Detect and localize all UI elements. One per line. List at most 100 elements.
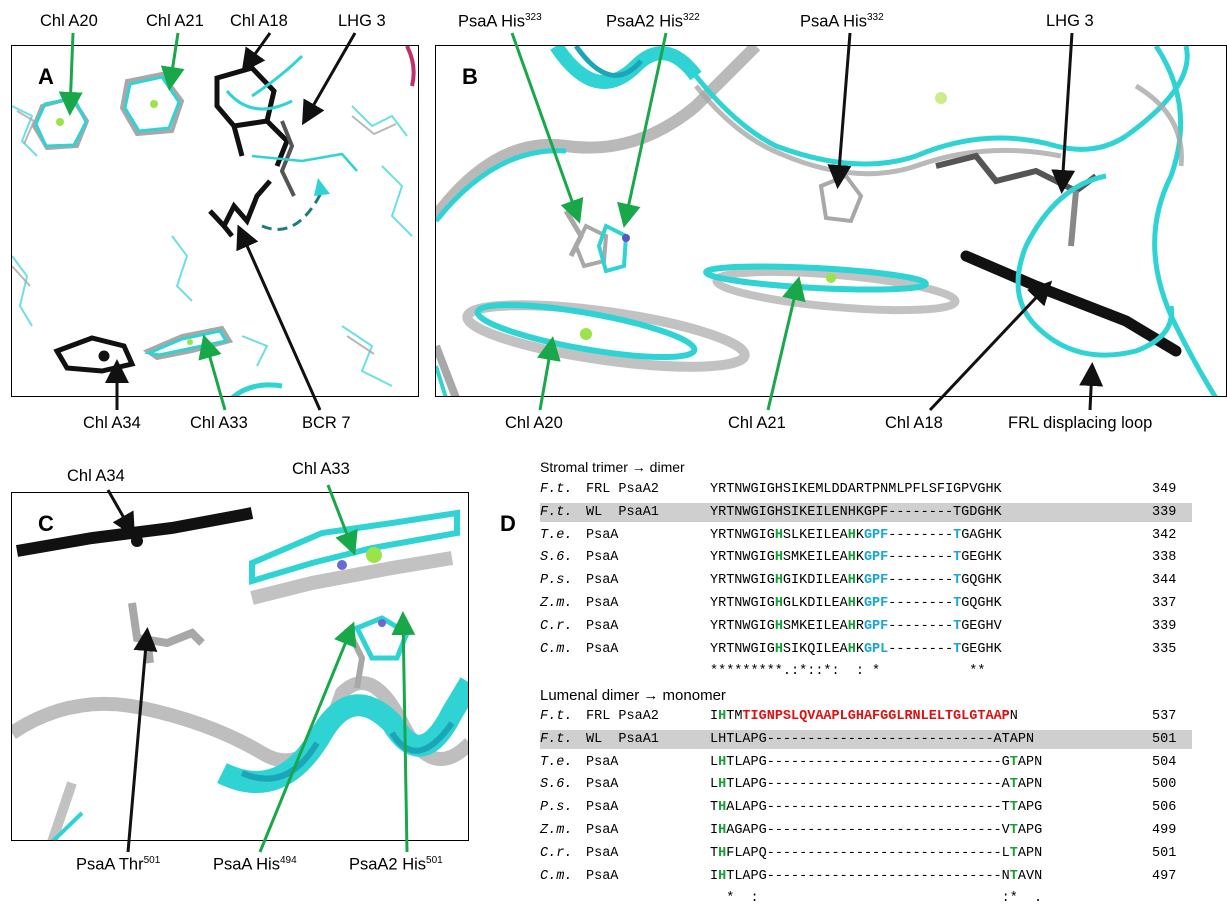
species-label: T.e. — [540, 754, 573, 770]
label-psaa-his323: PsaA His323 — [458, 12, 542, 31]
label-lhg3-b: LHG 3 — [1046, 12, 1094, 30]
label-bcr7: BCR 7 — [302, 414, 351, 432]
panel-a: A — [11, 45, 419, 397]
lumenal-title: Lumenal dimer → monomer — [540, 687, 726, 704]
stromal-row: Z.m. PsaA YRTNWGIGHGLKDILEAHKGPF--------TG… — [540, 594, 1192, 613]
panel-c: C — [11, 492, 469, 841]
chl-a20-model — [31, 95, 90, 151]
label-chl-a33-c: Chl A33 — [292, 460, 350, 478]
stromal-row: T.e. PsaA YRTNWGIGHSLKEILEAHKGPF--------TG… — [540, 526, 1192, 545]
lumenal-row: T.e. PsaA LHTLAPG-------------------------… — [540, 753, 1192, 772]
stromal-row: C.r. PsaA YRTNWGIGHSMKEILEAHRGPF--------TG… — [540, 617, 1192, 636]
species-label: S.6. — [540, 777, 573, 793]
species-label: P.s. — [540, 800, 573, 816]
label-chl-a21: Chl A21 — [146, 12, 204, 30]
protein-label: PsaA — [586, 527, 619, 543]
thr501-model — [128, 602, 205, 664]
residue-number: 500 — [1152, 777, 1177, 793]
protein-label: PsaA — [586, 550, 619, 566]
label-psaa-his494: PsaA His494 — [213, 855, 297, 874]
sequence: THALAPG-----------------------------TTAP… — [710, 800, 1043, 816]
residue-number: 339 — [1152, 504, 1177, 520]
label-chl-a34-c: Chl A34 — [67, 467, 125, 485]
protein-label: PsaA — [586, 823, 619, 838]
protein-label: WL PsaA1 — [586, 504, 659, 520]
sequence: YRTNWGIGHSLKEILEAHKGPF--------TGAGHK — [710, 527, 1002, 543]
panel-b: B — [435, 45, 1227, 397]
protein-label: PsaA — [586, 800, 619, 816]
panel-d-letter: D — [500, 511, 516, 536]
label-lhg3-a: LHG 3 — [338, 12, 386, 30]
protein-label: PsaA — [586, 641, 619, 657]
residue-number: 349 — [1152, 482, 1177, 497]
residue-number: 339 — [1152, 618, 1177, 634]
his332-model — [818, 173, 864, 224]
protein-label: PsaA — [586, 618, 619, 634]
label-frl-displacing-loop: FRL displacing loop — [1008, 414, 1153, 432]
residue-number: 537 — [1152, 709, 1177, 724]
sequence: IHTLAPG-----------------------------NTAV… — [710, 868, 1043, 884]
residue-number: 342 — [1152, 527, 1177, 543]
lumenal-row: F.t. FRL PsaA2 IHTMTIGNPSLQVAAPLGHAFGGLRNL… — [540, 707, 1192, 726]
lumenal-row: C.r. PsaA THFLAPQ-------------------------… — [540, 844, 1192, 863]
label-chl-a18: Chl A18 — [230, 12, 288, 30]
lumenal-consensus: * : :* . — [710, 891, 1043, 907]
chl-a21-model-b — [703, 263, 960, 315]
sequence: LHTLAPG-----------------------------GTAP… — [710, 754, 1043, 770]
lhg3-model — [251, 120, 358, 197]
label-chl-a21-b: Chl A21 — [728, 414, 786, 432]
species-label: T.e. — [540, 527, 573, 543]
bcr7-model — [208, 179, 272, 238]
panel-c-structure — [12, 507, 468, 840]
residue-number: 344 — [1152, 573, 1177, 589]
stromal-title: Stromal trimer → dimer — [540, 459, 685, 475]
chl-a18-model — [214, 65, 290, 167]
sequence: IHAGAPG-----------------------------VTAP… — [710, 823, 1043, 838]
chl-a21-model — [119, 71, 185, 137]
label-psaa-his332: PsaA His332 — [800, 12, 884, 31]
label-chl-a34-a: Chl A34 — [83, 414, 141, 432]
protein-label: WL PsaA1 — [586, 731, 659, 747]
chl-a20-model-b — [462, 300, 750, 372]
species-label: Z.m. — [540, 823, 573, 838]
species-label: F.t. — [540, 504, 573, 520]
protein-label: PsaA — [586, 754, 619, 770]
his322-model — [596, 223, 630, 274]
species-label: S.6. — [540, 550, 573, 566]
sequence: YRTNWGIGHSIKEMLDDARTPNMLPFLSFIGPVGHK — [710, 482, 1002, 497]
protein-label: PsaA — [586, 596, 619, 611]
sequence: IHTMTIGNPSLQVAAPLGHAFGGLRNLELTGLGTAAPN — [710, 709, 1018, 724]
panel-b-letter: B — [462, 64, 478, 89]
sequence: YRTNWGIGHSIKEILENHKGPF--------TGDGHK — [710, 504, 1002, 520]
sequence: LHTLAPG----------------------------ATAPN — [710, 731, 1035, 747]
protein-label: PsaA — [586, 868, 619, 884]
species-label: C.r. — [540, 845, 573, 861]
species-label: P.s. — [540, 573, 573, 589]
residue-number: 501 — [1152, 845, 1177, 861]
stromal-consensus: *********.:*::*: : * ** — [710, 664, 986, 680]
protein-label: FRL PsaA2 — [586, 709, 659, 724]
species-label: F.t. — [540, 731, 573, 747]
species-label: Z.m. — [540, 596, 573, 611]
protein-label: PsaA — [586, 845, 619, 861]
residue-number: 506 — [1152, 800, 1177, 816]
chl-a18-model-b — [960, 250, 1182, 357]
chl-a33-model — [142, 325, 234, 361]
stromal-row: F.t. WL PsaA1 YRTNWGIGHSIKEILENHKGPF------… — [540, 502, 1192, 522]
species-label: F.t. — [540, 482, 573, 497]
residue-number: 338 — [1152, 550, 1177, 566]
lumenal-row: C.m. PsaA IHTLAPG-------------------------… — [540, 867, 1192, 886]
sequence: YRTNWGIGHSMKEILEAHRGPF--------TGEGHV — [710, 618, 1002, 634]
sequence: YRTNWGIGHGIKDILEAHKGPF--------TGQGHK — [710, 573, 1002, 589]
residue-number: 499 — [1152, 823, 1177, 838]
label-psaa2-his322: PsaA2 His322 — [606, 12, 700, 31]
species-label: C.m. — [540, 868, 573, 884]
species-label: C.m. — [540, 641, 573, 657]
residue-number: 337 — [1152, 596, 1177, 611]
sequence: YRTNWGIGHGLKDILEAHKGPF--------TGQGHK — [710, 596, 1002, 611]
label-chl-a18-b: Chl A18 — [885, 414, 943, 432]
label-chl-a33-a: Chl A33 — [190, 414, 248, 432]
stromal-row: C.m. PsaA YRTNWGIGHSIKQILEAHKGPL--------TG… — [540, 640, 1192, 659]
lumenal-row: S.6. PsaA LHTLAPG-------------------------… — [540, 775, 1192, 794]
sequence: LHTLAPG-----------------------------ATAP… — [710, 777, 1043, 793]
